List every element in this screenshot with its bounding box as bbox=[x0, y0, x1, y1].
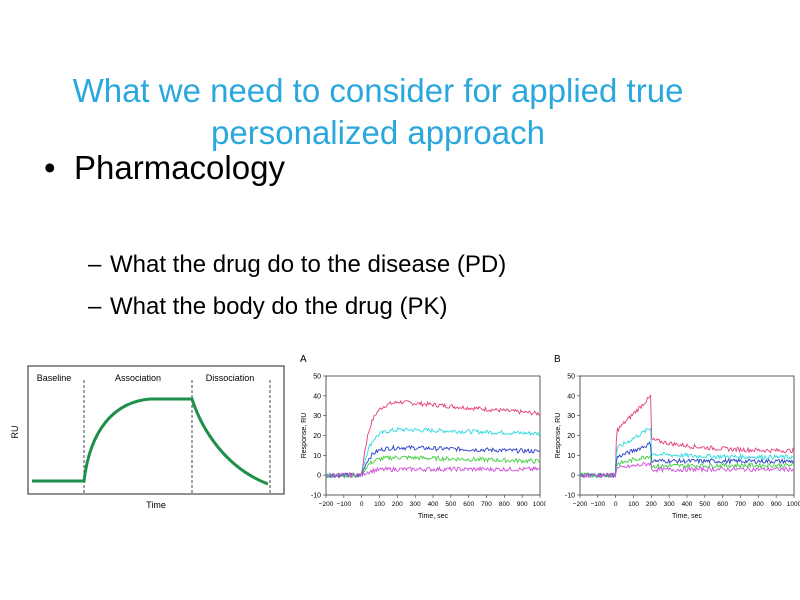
chart-panel-b: B -10 0 10 20 30 40 50 −200 −100 0 100 200 300 400 500 6… bbox=[550, 350, 800, 522]
x-tick-label: 500 bbox=[699, 501, 710, 508]
y-axis-label: Response, RU bbox=[555, 413, 562, 459]
bullet-text: Pharmacology bbox=[74, 149, 285, 186]
x-tick-label: −200 bbox=[319, 501, 334, 508]
y-tick-label: 20 bbox=[567, 433, 575, 440]
x-tick-label: 600 bbox=[717, 501, 728, 508]
dash-marker: – bbox=[88, 293, 102, 320]
schematic-frame bbox=[27, 365, 285, 495]
series-line bbox=[325, 399, 540, 479]
sensorgram-curve bbox=[32, 397, 269, 486]
y-tick-label: 0 bbox=[571, 473, 575, 480]
schematic-svg: Baseline Association Dissociation RU Tim… bbox=[10, 365, 285, 510]
x-tick-label: 1000 bbox=[533, 501, 546, 508]
y-tick-label: 20 bbox=[313, 433, 321, 440]
x-axis-label: Time, sec bbox=[418, 513, 449, 520]
x-axis-label: Time, sec bbox=[672, 513, 703, 520]
x-tick-label: 800 bbox=[499, 501, 510, 508]
phase-association: Association bbox=[115, 373, 161, 383]
x-tick-label: 100 bbox=[374, 501, 385, 508]
x-tick-label: 700 bbox=[481, 501, 492, 508]
schematic-ylabel: RU bbox=[10, 426, 20, 439]
sensorgram-schematic: Baseline Association Dissociation RU Tim… bbox=[6, 360, 290, 518]
x-tick-label: 200 bbox=[392, 501, 403, 508]
y-tick-label: 0 bbox=[317, 473, 321, 480]
x-tick-label: 200 bbox=[646, 501, 657, 508]
phase-dissociation: Dissociation bbox=[206, 373, 255, 383]
bullet-dot: • bbox=[44, 149, 56, 186]
plot-frame bbox=[579, 375, 795, 496]
x-tick-label: 0 bbox=[360, 501, 364, 508]
y-tick-label: 40 bbox=[313, 393, 321, 400]
chart-a-svg: A -10 0 10 20 30 40 50 −200 −100 0 100 200 300 400 500 6… bbox=[300, 354, 546, 520]
x-tick-label: −100 bbox=[337, 501, 352, 508]
y-tick-label: -10 bbox=[565, 493, 575, 500]
chart-b-svg: B -10 0 10 20 30 40 50 −200 −100 0 100 200 300 400 500 6… bbox=[554, 354, 800, 520]
y-tick-label: 40 bbox=[567, 393, 575, 400]
x-tick-label: 0 bbox=[614, 501, 618, 508]
x-tick-label: 400 bbox=[428, 501, 439, 508]
x-tick-label: 300 bbox=[664, 501, 675, 508]
y-tick-label: 30 bbox=[567, 413, 575, 420]
x-tick-label: 900 bbox=[771, 501, 782, 508]
x-tick-label: 600 bbox=[463, 501, 474, 508]
series-line bbox=[325, 465, 541, 479]
y-tick-label: 10 bbox=[313, 453, 321, 460]
y-tick-label: 50 bbox=[567, 374, 575, 381]
x-tick-label: −100 bbox=[591, 501, 606, 508]
series-line bbox=[579, 460, 795, 479]
x-tick-label: 100 bbox=[628, 501, 639, 508]
y-tick-label: 10 bbox=[567, 453, 575, 460]
sub-item-text: What the body do the drug (PK) bbox=[110, 293, 448, 320]
y-axis-label: Response, RU bbox=[301, 413, 308, 459]
x-tick-label: 700 bbox=[735, 501, 746, 508]
dash-marker: – bbox=[88, 251, 102, 278]
sub-item-pd: – What the drug do to the disease (PD) bbox=[88, 250, 506, 280]
bullet-item: • Pharmacology bbox=[44, 148, 285, 188]
panel-letter: A bbox=[300, 354, 307, 365]
chart-panel-a: A -10 0 10 20 30 40 50 −200 −100 0 100 200 300 400 500 6… bbox=[296, 350, 546, 522]
sub-item-pk: – What the body do the drug (PK) bbox=[88, 292, 448, 322]
x-tick-label: 400 bbox=[682, 501, 693, 508]
y-tick-label: 30 bbox=[313, 413, 321, 420]
y-tick-label: 50 bbox=[313, 374, 321, 381]
x-tick-label: −200 bbox=[573, 501, 588, 508]
y-tick-label: -10 bbox=[311, 493, 321, 500]
sub-item-text: What the drug do to the disease (PD) bbox=[110, 251, 507, 278]
x-tick-label: 1000 bbox=[787, 501, 800, 508]
x-tick-label: 900 bbox=[517, 501, 528, 508]
schematic-xlabel: Time bbox=[146, 500, 166, 510]
slide-title: What we need to consider for applied tru… bbox=[72, 72, 684, 151]
phase-baseline: Baseline bbox=[37, 373, 72, 383]
x-tick-label: 500 bbox=[445, 501, 456, 508]
x-tick-label: 300 bbox=[410, 501, 421, 508]
panel-letter: B bbox=[554, 354, 561, 365]
x-tick-label: 800 bbox=[753, 501, 764, 508]
